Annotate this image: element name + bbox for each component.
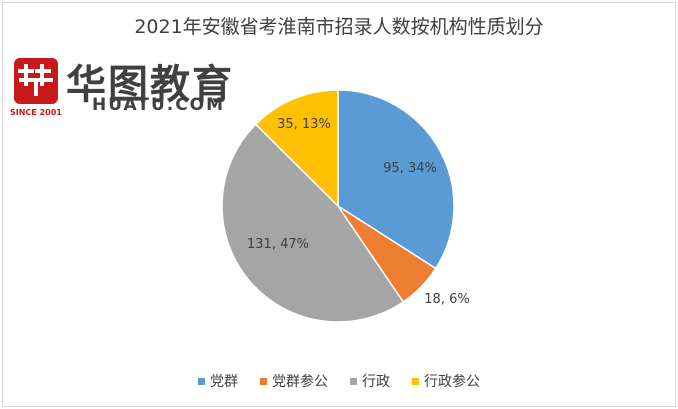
pie-slice-3 (221, 123, 405, 323)
legend-item-3: 行政 (350, 371, 390, 391)
legend-label: 党群 (210, 374, 238, 390)
legend-swatch (260, 377, 267, 385)
legend-label: 行政参公 (424, 374, 480, 390)
chart-title: 2021年安徽省考淮南市招录人数按机构性质划分 (134, 16, 544, 38)
legend-label: 行政 (362, 374, 390, 390)
chart-legend: 党群 党群参公 行政 行政参公 (0, 371, 678, 391)
data-label-3: 131, 47% (247, 237, 309, 252)
data-label-4: 35, 13% (277, 117, 331, 132)
legend-item-2: 党群参公 (260, 371, 328, 391)
legend-swatch (412, 377, 419, 385)
data-label-2: 18, 6% (424, 292, 469, 307)
huatu-logo-icon (14, 58, 58, 104)
logo-since-text: SINCE 2001 (10, 108, 62, 117)
logo-english-text: HUATU.COM (92, 95, 226, 115)
pie-slice-4 (254, 89, 339, 208)
legend-item-1: 党群 (198, 371, 238, 391)
data-label-1: 95, 34% (383, 161, 437, 176)
legend-label: 党群参公 (272, 374, 328, 390)
legend-swatch (350, 377, 357, 385)
logo-chinese-text: 华图教育 (66, 62, 234, 108)
legend-item-4: 行政参公 (412, 371, 480, 391)
legend-swatch (198, 377, 205, 385)
